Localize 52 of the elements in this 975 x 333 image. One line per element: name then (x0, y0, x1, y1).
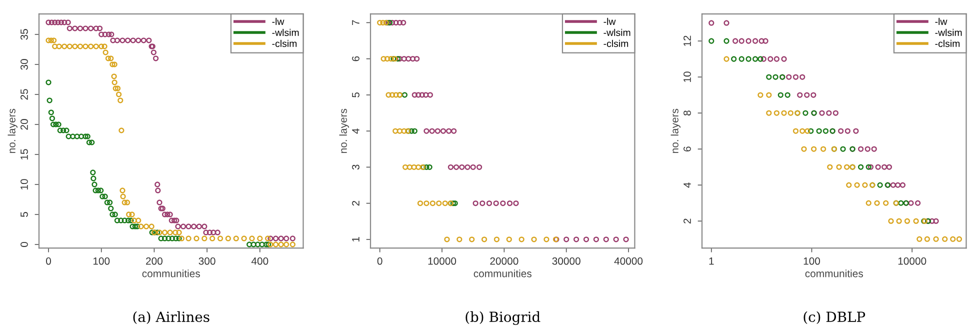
y-tick-label: 6 (684, 146, 691, 152)
y-axis-title: no. layers (8, 108, 18, 153)
y-tick-label: 15 (20, 149, 28, 160)
x-tick-label: 100 (804, 257, 820, 265)
y-tick-label: 3 (352, 164, 360, 170)
y-tick-label: 0 (20, 242, 28, 247)
x-tick-label: 10000 (428, 257, 456, 265)
legend-label: -wlsim (272, 28, 299, 36)
y-tick-label: 5 (20, 212, 28, 217)
x-tick-label: 30000 (552, 257, 580, 265)
x-tick-label: 0 (46, 257, 51, 265)
x-axis-title: communities (474, 270, 532, 278)
y-tick-label: 2 (352, 200, 360, 206)
x-tick-label: 200 (146, 257, 162, 265)
x-tick-label: 1 (709, 257, 714, 265)
y-tick-label: 2 (684, 218, 691, 224)
y-tick-label: 10 (20, 179, 28, 190)
text: (a) Airlines (133, 311, 210, 324)
y-axis-title: no. layers (339, 108, 349, 153)
y-tick-label: 1 (352, 237, 360, 242)
legend-label: -clsim (272, 40, 297, 48)
legend-label: -lw (272, 18, 284, 25)
y-tick-label: 5 (352, 92, 360, 98)
legend-label: -lw (935, 18, 948, 25)
legend-label: -wlsim (604, 28, 630, 36)
x-tick-label: 40000 (614, 257, 643, 265)
y-tick-label: 12 (684, 36, 691, 46)
y-tick-label: 25 (20, 89, 28, 100)
x-tick-label: 20000 (490, 257, 518, 265)
x-axis-title: communities (142, 270, 200, 278)
legend-label: -clsim (604, 40, 628, 48)
y-tick-label: 6 (352, 56, 360, 62)
y-tick-label: 7 (352, 20, 360, 26)
y-tick-label: 8 (684, 110, 691, 116)
x-tick-label: 0 (377, 257, 382, 265)
x-tick-label: 300 (198, 257, 216, 265)
legend-label: -clsim (935, 40, 960, 48)
y-tick-label: 35 (20, 29, 28, 40)
x-tick-label: 400 (251, 257, 268, 265)
y-tick-label: 10 (684, 72, 691, 82)
x-tick-label: 10000 (898, 257, 926, 265)
y-tick-label: 4 (352, 128, 360, 134)
legend-label: -wlsim (935, 28, 962, 36)
y-tick-label: 4 (684, 182, 691, 188)
x-axis-title: communities (805, 270, 863, 278)
y-tick-label: 30 (20, 59, 28, 70)
text: (b) Biogrid (466, 311, 540, 325)
x-tick-label: 100 (93, 257, 110, 265)
y-axis-title: no. layers (670, 108, 680, 153)
legend-label: -lw (604, 18, 616, 25)
text: (c) DBLP (804, 311, 866, 324)
y-tick-label: 20 (20, 119, 28, 130)
